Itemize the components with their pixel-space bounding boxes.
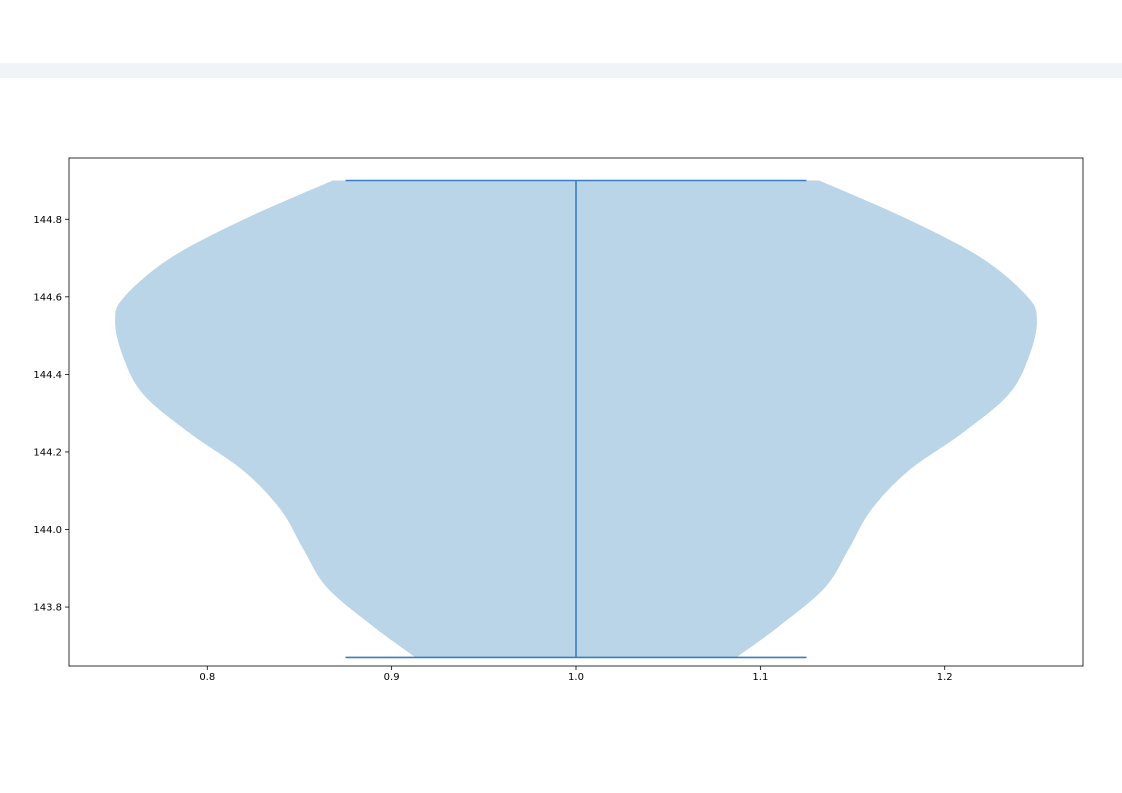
y-tick-label: 143.8 — [33, 603, 62, 614]
x-tick-label: 1.0 — [568, 672, 584, 683]
x-tick-label: 0.9 — [384, 672, 400, 683]
y-tick-label: 144.4 — [33, 370, 62, 381]
y-tick-label: 144.8 — [33, 215, 62, 226]
x-tick-label: 1.2 — [937, 672, 953, 683]
x-tick-label: 1.1 — [752, 672, 768, 683]
top-band — [0, 63, 1122, 78]
y-tick-label: 144.2 — [33, 447, 62, 458]
axes-layer: 0.8 0.9 1.0 1.1 1.2 143.8 144.0 144.2 144.4 144.6… — [33, 157, 1084, 683]
x-tick-label: 0.8 — [199, 672, 215, 683]
y-tick-label: 144.0 — [33, 525, 62, 536]
plot-layer — [115, 179, 1037, 659]
y-tick-label: 144.6 — [33, 292, 62, 303]
